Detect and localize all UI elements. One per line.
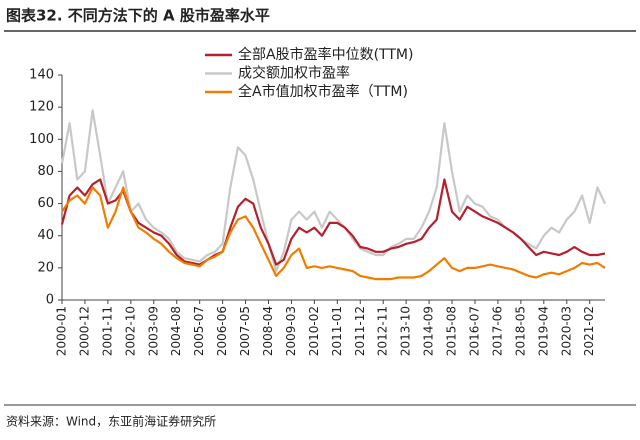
y-tick-label: 120 [29,100,54,115]
x-tick-label: 2001-11 [100,306,114,356]
x-tick-label: 2008-04 [261,306,275,356]
y-tick-label: 80 [37,164,54,179]
x-tick-label: 2016-07 [467,306,481,356]
series-line [60,109,606,273]
x-tick-label: 2010-02 [307,306,321,356]
x-tick-label: 2005-07 [192,306,206,356]
y-tick-label: 40 [37,228,54,243]
x-tick-label: 2000-01 [55,306,69,356]
x-tick-label: 2011-01 [330,306,344,356]
y-tick-label: 140 [29,68,54,83]
x-tick-label: 2009-03 [284,306,298,356]
source: 资料来源：Wind，东亚前海证券研究所 [6,414,216,429]
x-tick-label: 2021-02 [582,306,596,356]
x-tick-label: 2000-12 [77,306,91,356]
x-tick-label: 2007-05 [238,306,252,356]
x-tick-label: 2004-08 [169,306,183,356]
legend-label: 全A市值加权市盈率（TTM) [238,83,408,100]
x-tick-label: 2002-10 [123,306,137,356]
y-tick-label: 20 [37,260,54,275]
x-tick-label: 2006-06 [215,306,229,356]
series-line [61,186,606,281]
x-tick-label: 2018-05 [513,306,527,356]
legend-label: 成交额加权市盈率 [238,65,350,82]
x-tick-label: 2011-12 [353,306,367,356]
x-tick-label: 2019-04 [536,306,550,356]
chart-title: 图表32. 不同方法下的 A 股市盈率水平 [6,7,270,25]
y-tick-label: 0 [46,293,54,308]
series-line [60,178,606,266]
x-tick-label: 2015-08 [445,306,459,356]
x-tick-label: 2014-09 [422,306,436,356]
x-tick-label: 2003-09 [146,306,160,356]
legend-label: 全部A股市盈率中位数(TTM) [238,46,413,63]
y-tick-label: 100 [29,132,54,147]
y-tick-label: 60 [37,196,54,211]
x-tick-label: 2020-03 [559,306,573,356]
x-tick-label: 2013-10 [399,306,413,356]
x-tick-label: 2017-06 [490,306,504,356]
x-tick-label: 2012-11 [376,306,390,356]
